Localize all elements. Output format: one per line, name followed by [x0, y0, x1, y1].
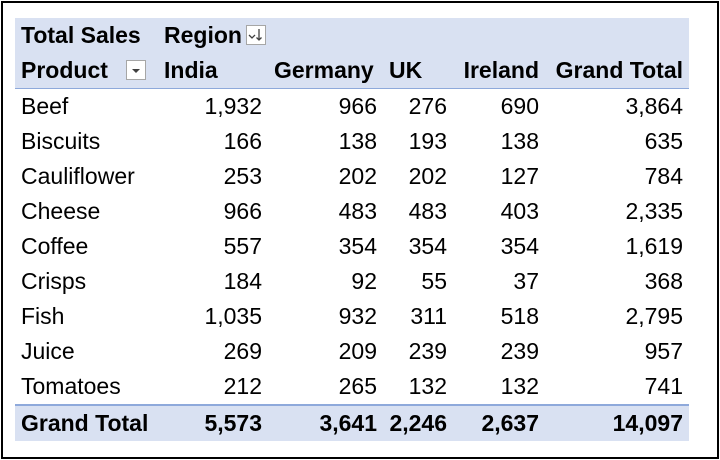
grand-total-cell: 14,097: [545, 404, 689, 441]
value-cell: 132: [408, 373, 447, 399]
value-cell: 354: [338, 233, 377, 259]
product-label: Juice: [21, 338, 75, 364]
value-cell: 239: [408, 338, 447, 364]
product-label: Crisps: [21, 268, 87, 294]
column-header: Germany: [268, 53, 383, 89]
value-cell: 1,932: [204, 93, 262, 119]
column-field-label: Region: [164, 22, 242, 48]
table-row: Cheese 966 483 483 403 2,335: [15, 194, 689, 229]
pivot-header-row-1: Total Sales Region: [15, 18, 689, 53]
value-cell: 202: [408, 163, 447, 189]
grand-total-cell: 5,573: [158, 404, 268, 441]
value-cell: 55: [421, 268, 447, 294]
table-row: Juice 269 209 239 239 957: [15, 334, 689, 369]
column-header: Ireland: [453, 53, 545, 89]
grand-total-cell: 3,641: [268, 404, 383, 441]
product-label: Beef: [21, 93, 69, 119]
value-cell: 784: [644, 163, 683, 189]
value-cell: 932: [338, 303, 377, 329]
value-cell: 209: [338, 338, 377, 364]
value-cell: 265: [338, 373, 377, 399]
table-row: Crisps 184 92 55 37 368: [15, 264, 689, 299]
value-cell: 184: [223, 268, 262, 294]
table-row: Coffee 557 354 354 354 1,619: [15, 229, 689, 264]
value-cell: 741: [644, 373, 683, 399]
value-cell: 2,795: [625, 303, 683, 329]
table-row: Biscuits 166 138 193 138 635: [15, 124, 689, 159]
value-cell: 483: [338, 198, 377, 224]
column-header: India: [158, 53, 268, 89]
value-cell: 92: [351, 268, 377, 294]
value-cell: 311: [410, 303, 447, 329]
pivot-header-row-2: Product India Germany UK Ireland Grand T…: [15, 53, 689, 89]
value-cell: 1,619: [625, 233, 683, 259]
value-cell: 557: [223, 233, 262, 259]
table-row: Fish 1,035 932 311 518 2,795: [15, 299, 689, 334]
value-cell: 253: [223, 163, 262, 189]
value-cell: 1,035: [204, 303, 262, 329]
value-cell: 403: [500, 198, 539, 224]
value-cell: 212: [223, 373, 262, 399]
value-cell: 3,864: [625, 93, 683, 119]
product-label: Coffee: [21, 233, 89, 259]
value-cell: 193: [408, 128, 447, 154]
product-label: Cauliflower: [21, 163, 135, 189]
value-cell: 37: [513, 268, 539, 294]
value-cell: 966: [338, 93, 377, 119]
grand-total-row: Grand Total 5,573 3,641 2,246 2,637 14,0…: [15, 404, 689, 441]
value-cell: 368: [644, 268, 683, 294]
dropdown-filter-icon[interactable]: [125, 59, 146, 80]
value-cell: 690: [500, 93, 539, 119]
value-cell: 166: [223, 128, 262, 154]
value-cell: 957: [644, 338, 683, 364]
value-cell: 138: [338, 128, 377, 154]
sort-filter-icon[interactable]: [245, 24, 266, 45]
values-field-label: Total Sales: [15, 18, 158, 53]
value-cell: 132: [500, 373, 539, 399]
value-cell: 138: [500, 128, 539, 154]
value-cell: 202: [338, 163, 377, 189]
row-field-cell: Product: [15, 53, 158, 89]
value-cell: 276: [408, 93, 447, 119]
value-cell: 127: [500, 163, 539, 189]
product-label: Cheese: [21, 198, 101, 224]
value-cell: 966: [223, 198, 262, 224]
row-field-label: Product: [21, 57, 108, 83]
product-label: Tomatoes: [21, 373, 121, 399]
grand-total-label: Grand Total: [15, 404, 158, 441]
product-label: Fish: [21, 303, 65, 329]
value-cell: 635: [644, 128, 683, 154]
value-cell: 269: [223, 338, 262, 364]
table-row: Beef 1,932 966 276 690 3,864: [15, 89, 689, 125]
column-header: UK: [383, 53, 453, 89]
table-row: Tomatoes 212 265 132 132 741: [15, 369, 689, 405]
value-cell: 518: [500, 303, 539, 329]
product-label: Biscuits: [21, 128, 101, 154]
value-cell: 354: [500, 233, 539, 259]
value-cell: 239: [500, 338, 539, 364]
value-cell: 354: [408, 233, 447, 259]
column-header: Grand Total: [545, 53, 689, 89]
table-row: Cauliflower 253 202 202 127 784: [15, 159, 689, 194]
column-field-cell: Region: [158, 18, 268, 53]
value-cell: 483: [408, 198, 447, 224]
value-cell: 2,335: [625, 198, 683, 224]
pivot-table: Total Sales Region Product India Germany…: [15, 18, 689, 441]
grand-total-cell: 2,246: [383, 404, 453, 441]
grand-total-cell: 2,637: [453, 404, 545, 441]
